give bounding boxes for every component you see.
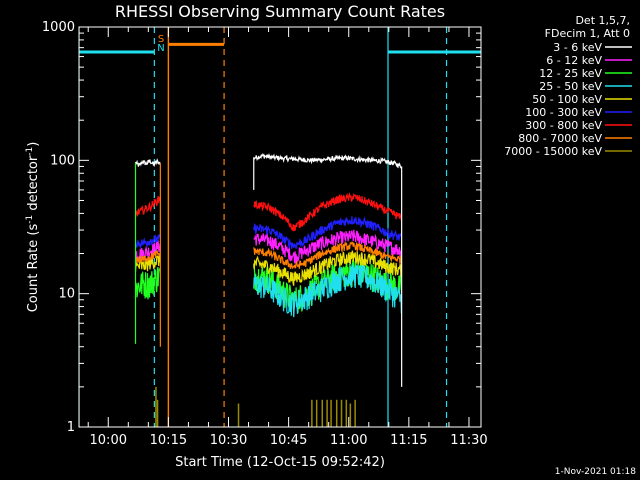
legend-label-6: 300 - 800 keV (525, 119, 602, 132)
series-line-7-seg2 (253, 241, 402, 270)
series-line-5-seg2 (253, 216, 402, 250)
x-tick-label: 11:00 (330, 433, 367, 448)
x-tick-label: 10:30 (210, 433, 247, 448)
plot-area (79, 27, 481, 427)
legend-label-2: 12 - 25 keV (539, 67, 602, 80)
series-line-6-seg2 (253, 192, 402, 232)
night-flag-label: N (157, 43, 164, 54)
series-line-5-seg1 (134, 234, 161, 249)
series-line-4-seg1 (134, 253, 161, 272)
legend-label-5: 100 - 300 keV (525, 106, 602, 119)
y-axis: 1 10 100 1000 (42, 20, 481, 435)
series-line-1-seg2 (253, 229, 402, 264)
y-tick-label: 1000 (42, 20, 75, 35)
series-line-6-seg1 (135, 195, 161, 217)
y-axis-label: Count Rate (s-1 detector-1) (25, 142, 41, 313)
y-tick-label: 1 (67, 420, 75, 435)
series-line-7-seg1 (134, 249, 161, 264)
legend-label-8: 7000 - 15000 keV (504, 145, 602, 158)
generation-timestamp: 1-Nov-2021 01:18 (555, 467, 637, 477)
legend-label-0: 3 - 6 keV (553, 41, 602, 54)
x-axis-label: Start Time (12-Oct-15 09:52:42) (175, 455, 385, 470)
y-axis-label-part3: ) (26, 142, 41, 147)
x-axis: 10:00 10:15 10:30 10:45 11:00 11:15 11:30 (87, 27, 488, 448)
legend-label-1: 6 - 12 keV (546, 54, 602, 67)
series-line-4-seg2 (253, 250, 402, 286)
x-tick-label: 11:30 (450, 433, 487, 448)
y-axis-label-sup2: -1 (25, 147, 35, 156)
series-line-2-seg1 (134, 267, 161, 300)
y-tick-label: 100 (50, 153, 75, 168)
series-line-2-seg2 (253, 259, 402, 316)
legend-label-4: 50 - 100 keV (532, 93, 602, 106)
legend-label-3: 25 - 50 keV (539, 80, 602, 93)
y-axis-label-part1: Count Rate (s (26, 224, 41, 313)
x-tick-label: 10:00 (90, 433, 127, 448)
x-tick-label: 11:15 (390, 433, 427, 448)
x-tick-label: 10:45 (270, 433, 307, 448)
y-tick-label: 10 (58, 287, 75, 302)
series-line-0-seg2 (253, 152, 402, 169)
legend-header-line1: Det 1,5,7, (575, 14, 630, 27)
y-axis-label-sup1: -1 (25, 215, 35, 224)
chart-title: RHESSI Observing Summary Count Rates (115, 2, 445, 21)
plot-frame (78, 26, 482, 428)
y-axis-label-part2: detector (26, 155, 41, 215)
series-line-3-seg2 (253, 263, 402, 318)
series-line-0-seg1 (134, 158, 161, 168)
saa-flag-label: S (158, 34, 164, 45)
legend-label-7: 800 - 7000 keV (518, 132, 602, 145)
legend-header-line2: FDecim 1, Att 0 (545, 27, 630, 40)
x-tick-label: 10:15 (150, 433, 187, 448)
